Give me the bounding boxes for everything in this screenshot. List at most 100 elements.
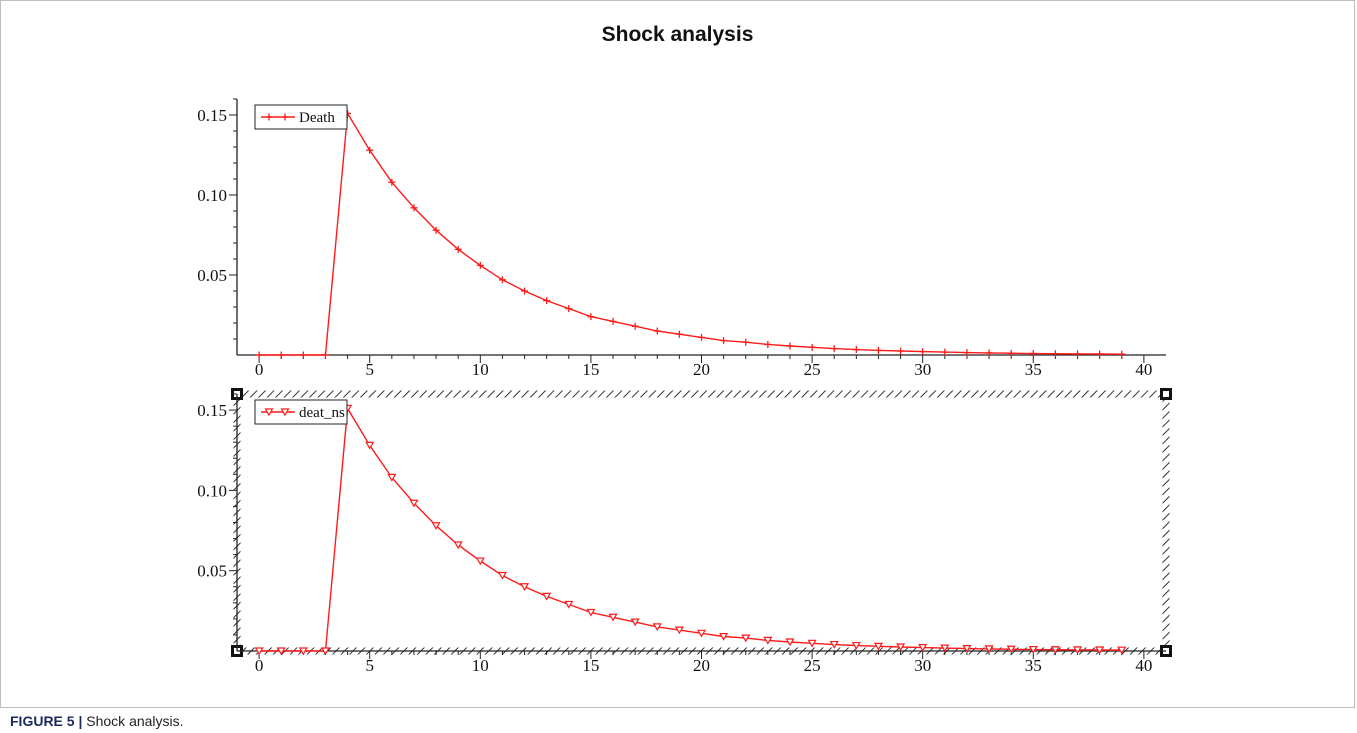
- x-tick-label: 25: [804, 656, 821, 675]
- data-point: [896, 643, 906, 652]
- data-point: [741, 634, 751, 643]
- data-point: [498, 276, 506, 284]
- data-point: [475, 557, 485, 566]
- series-line-Death: [259, 111, 1122, 356]
- data-point: [365, 441, 375, 450]
- x-tick-label: 20: [693, 656, 710, 675]
- legend-marker: [264, 408, 274, 417]
- x-tick-label: 5: [365, 360, 374, 379]
- y-tick-label: 0.10: [197, 481, 227, 500]
- data-point: [1117, 646, 1127, 655]
- data-point: [520, 583, 530, 591]
- data-point: [543, 297, 551, 305]
- data-point: [298, 647, 308, 656]
- data-point: [874, 346, 882, 354]
- y-tick-label: 0.15: [197, 106, 227, 125]
- data-point: [1050, 646, 1060, 654]
- data-point: [984, 645, 994, 654]
- selection-handle-inner: [1163, 391, 1169, 397]
- y-tick-label: 0.05: [197, 562, 227, 581]
- data-point: [719, 632, 729, 641]
- data-point: [276, 647, 286, 656]
- x-tick-label: 30: [914, 656, 931, 675]
- data-point: [497, 571, 507, 580]
- data-point: [453, 541, 463, 550]
- data-point: [764, 340, 772, 348]
- data-point: [963, 349, 971, 357]
- data-point: [387, 473, 397, 482]
- data-point: [409, 499, 419, 508]
- data-point: [299, 351, 307, 359]
- data-point: [608, 613, 618, 622]
- data-point: [785, 638, 795, 647]
- chart-panel-1: 0 5 10 15 20 25 30 35 40 0.05 0.10 0.15 Death: [197, 98, 1166, 379]
- x-tick-label: 40: [1135, 656, 1152, 675]
- figure-frame: Shock analysis 0 5 10 15 20 25 30 35 40 0.05 0.10 0…: [0, 0, 1355, 708]
- x-tick-label: 25: [804, 360, 821, 379]
- y-tick-label: 0.15: [197, 401, 227, 420]
- data-point: [521, 287, 529, 295]
- data-point: [897, 347, 905, 355]
- caption-label: FIGURE 5 |: [10, 713, 83, 729]
- data-point: [918, 644, 928, 652]
- data-point: [830, 345, 838, 353]
- data-point: [410, 204, 418, 212]
- data-point: [962, 644, 972, 653]
- x-tick-label: 0: [255, 656, 264, 675]
- data-point: [277, 351, 285, 359]
- legend-marker: [281, 113, 289, 121]
- x-tick-label: 20: [693, 360, 710, 379]
- data-point: [476, 261, 484, 269]
- y-tick-label: 0.10: [197, 186, 227, 205]
- x-tick-label: 0: [255, 360, 264, 379]
- selection-border-top: [233, 390, 1170, 398]
- data-point: [587, 313, 595, 321]
- data-point: [454, 245, 462, 253]
- data-point: [1028, 645, 1038, 654]
- data-point: [1051, 350, 1059, 358]
- data-point: [1095, 646, 1105, 655]
- legend-marker: [265, 113, 273, 121]
- data-point: [829, 640, 839, 649]
- x-tick-label: 10: [472, 360, 489, 379]
- figure-caption: FIGURE 5 | Shock analysis.: [10, 713, 184, 729]
- data-point: [807, 639, 817, 648]
- x-tick-label: 35: [1025, 360, 1042, 379]
- data-point: [674, 626, 684, 635]
- data-point: [940, 644, 950, 653]
- y-tick-label: 0.05: [197, 266, 227, 285]
- data-point: [255, 351, 263, 359]
- data-point: [985, 349, 993, 357]
- x-tick-label: 15: [582, 656, 599, 675]
- data-point: [808, 343, 816, 351]
- data-point: [431, 522, 441, 530]
- data-point: [1074, 350, 1082, 358]
- data-point: [720, 337, 728, 345]
- chart-panel-2: 0 5 10 15 20 25 30 35 40 0.05 0.10 0.15 deat_ns: [197, 388, 1172, 675]
- data-point: [609, 317, 617, 325]
- data-point: [698, 333, 705, 341]
- caption-text: Shock analysis.: [86, 713, 184, 729]
- data-point: [1007, 349, 1015, 357]
- figure-title: Shock analysis: [601, 23, 754, 46]
- data-point: [1096, 350, 1104, 358]
- selection-border-right: [1162, 390, 1170, 655]
- data-point: [652, 623, 662, 632]
- x-tick-label: 30: [914, 360, 931, 379]
- x-tick-label: 40: [1135, 360, 1152, 379]
- data-point: [542, 592, 552, 601]
- data-point: [675, 330, 683, 338]
- data-point: [630, 618, 640, 627]
- legend-label: Death: [299, 110, 335, 126]
- data-point: [321, 351, 329, 359]
- x-tick-label: 10: [472, 656, 489, 675]
- data-point: [432, 226, 440, 234]
- data-point: [742, 338, 750, 346]
- data-point: [254, 647, 264, 656]
- data-point: [873, 642, 883, 651]
- data-point: [565, 305, 573, 313]
- x-tick-label: 35: [1025, 656, 1042, 675]
- data-point: [631, 322, 639, 330]
- data-point: [653, 327, 661, 335]
- data-point: [1118, 350, 1126, 358]
